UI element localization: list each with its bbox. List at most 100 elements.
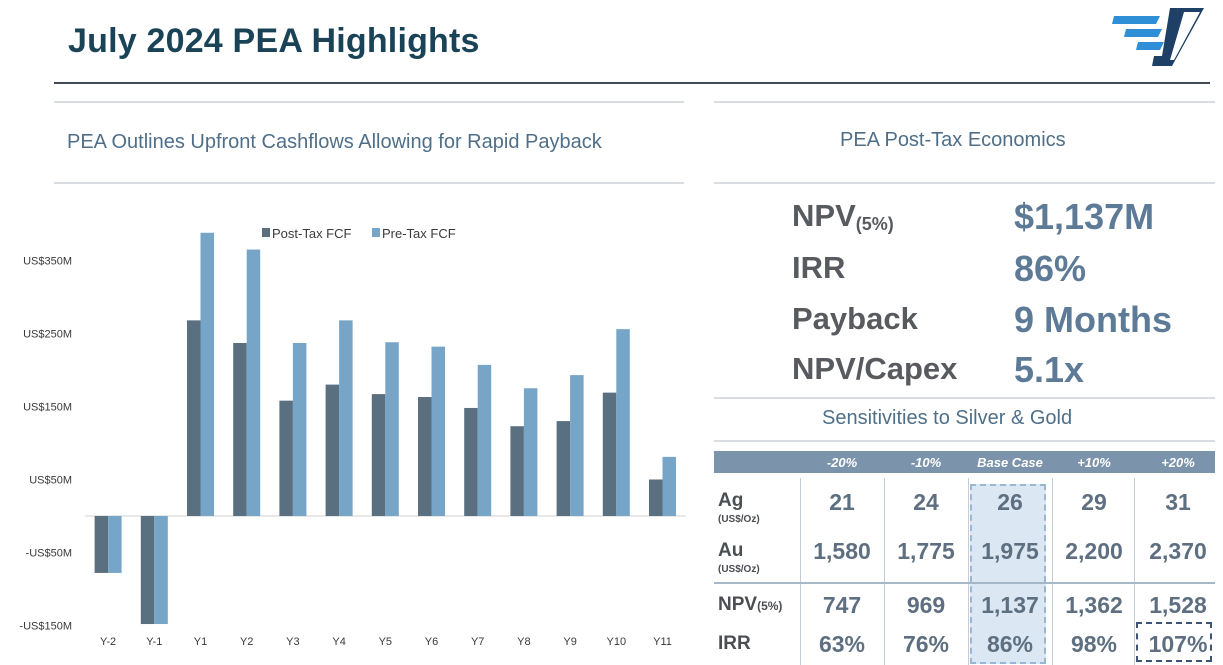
col-head-minus10: -10% [910,455,942,470]
bar-pre-tax-y7 [477,364,492,516]
chart-x-axis: Y-2 Y-1 Y1 Y2 Y3 Y4 Y5 Y6 Y7 Y8 Y9 Y10 Y11 [100,636,672,648]
legend-label: Pre-Tax FCF [382,226,456,241]
right-panel-top-rule [714,101,1215,103]
x-tick-label: Y4 [332,636,345,648]
bar-post-tax-y10 [602,392,617,516]
cell-npv-base: 1,137 [981,592,1039,618]
cell-npv-minus10: 969 [906,592,946,618]
bar-pre-tax-y6 [431,346,445,516]
col-head-minus20: -20% [826,455,858,470]
cell-ag-plus10: 29 [1081,489,1107,515]
cell-ag-plus20: 31 [1165,489,1191,515]
metric-irr-value: 86% [1014,248,1087,289]
bar-pre-tax-y-1 [154,516,168,625]
cell-irr-base: 86% [986,631,1034,657]
sensitivity-header-bar [714,451,1215,473]
x-tick-label: Y3 [286,636,299,648]
y-tick-label: US$250M [23,329,72,341]
cell-npv-plus10: 1,362 [1065,592,1123,618]
bar-pre-tax-y8 [523,388,538,516]
x-tick-label: Y8 [517,636,530,648]
irr-plus20-highlight [1136,622,1212,662]
cell-irr-minus20: 63% [818,631,866,657]
cell-ag-base: 26 [997,489,1023,515]
metric-npv-capex-value: 5.1x [1014,349,1085,390]
sensitivity-heading-rule [714,440,1215,442]
cell-au-minus10: 1,775 [897,538,955,564]
bar-pre-tax-y5 [385,342,399,516]
bar-post-tax-y1 [187,320,201,516]
bar-pre-tax-y-2 [108,516,122,573]
chart-legend: Post-Tax FCF Pre-Tax FCF [262,226,456,241]
bar-post-tax-y4 [325,384,340,516]
cell-irr-plus20: 107% [1148,631,1208,657]
column-divider [884,478,885,665]
cell-irr-plus10: 98% [1070,631,1118,657]
y-tick-label: -US$50M [26,548,72,560]
table-separator [714,582,1215,584]
metric-irr-label: IRR [792,250,846,285]
chart-heading: PEA Outlines Upfront Cashflows Allowing … [67,131,602,153]
cell-npv-minus20: 747 [822,592,862,618]
right-panel-heading-rule [714,182,1215,184]
x-tick-label: Y11 [653,636,672,648]
cell-npv-plus20: 1,528 [1149,592,1207,618]
cell-au-plus10: 2,200 [1065,538,1123,564]
col-head-base-case: Base Case [977,455,1043,470]
metric-payback-value: 9 Months [1014,299,1172,340]
bar-post-tax-y7 [464,407,478,516]
row-ag-unit: (US$/Oz) [718,514,760,525]
page-title: July 2024 PEA Highlights [68,22,480,60]
col-head-plus10: +10% [1077,455,1111,470]
chart-bars [94,232,676,625]
bar-pre-tax-y2 [246,249,261,517]
legend-label: Post-Tax FCF [272,226,352,241]
x-tick-label: Y7 [471,636,484,648]
bar-post-tax-y-2 [94,516,109,573]
bar-pre-tax-y10 [616,329,630,516]
cell-ag-minus10: 24 [913,489,939,515]
x-tick-label: Y5 [379,636,392,648]
x-tick-label: Y-2 [100,636,116,648]
metric-npv-label: NPV(5%) [792,198,894,234]
bar-post-tax-y8 [510,426,524,516]
y-tick-label: US$350M [23,256,72,268]
bar-pre-tax-y3 [292,342,307,516]
bar-post-tax-y9 [556,421,571,516]
bar-post-tax-y2 [233,342,247,516]
bar-post-tax-y5 [371,394,386,516]
cell-ag-minus20: 21 [829,489,855,515]
sensitivity-top-rule [714,397,1215,399]
row-au-unit: (US$/Oz) [718,564,760,575]
cell-au-minus20: 1,580 [813,538,871,564]
row-irr-label: IRR [718,633,751,654]
base-case-highlight [970,484,1046,664]
left-panel-top-rule [54,101,684,103]
title-rule [54,82,1210,84]
x-tick-label: Y6 [425,636,438,648]
bar-post-tax-y11 [649,479,663,516]
cashflow-bar-chart: Post-Tax FCF Pre-Tax FCF US$350M US$250M US… [19,226,686,648]
company-logo-icon [1112,8,1204,66]
left-panel-heading-rule [54,182,684,184]
legend-swatch [262,228,270,237]
row-npv-label: NPV(5%) [718,594,783,615]
column-divider [968,478,969,665]
x-tick-label: Y1 [194,636,207,648]
metric-npv-value: $1,137M [1014,196,1155,237]
bar-post-tax-y6 [418,397,432,516]
y-tick-label: US$50M [29,475,72,487]
metric-payback-label: Payback [792,301,918,336]
bar-pre-tax-y4 [339,320,353,516]
col-head-plus20: +20% [1161,455,1195,470]
bar-post-tax-y-1 [140,516,155,625]
cell-irr-minus10: 76% [902,631,950,657]
metric-npv-capex-label: NPV/Capex [792,351,958,386]
bar-pre-tax-y1 [200,232,214,516]
economics-heading: PEA Post-Tax Economics [840,129,1066,151]
row-ag-label: Ag [718,490,744,511]
cell-au-plus20: 2,370 [1149,538,1207,564]
column-divider [1134,478,1135,665]
cell-au-base: 1,975 [981,538,1039,564]
row-au-label: Au [718,540,744,561]
